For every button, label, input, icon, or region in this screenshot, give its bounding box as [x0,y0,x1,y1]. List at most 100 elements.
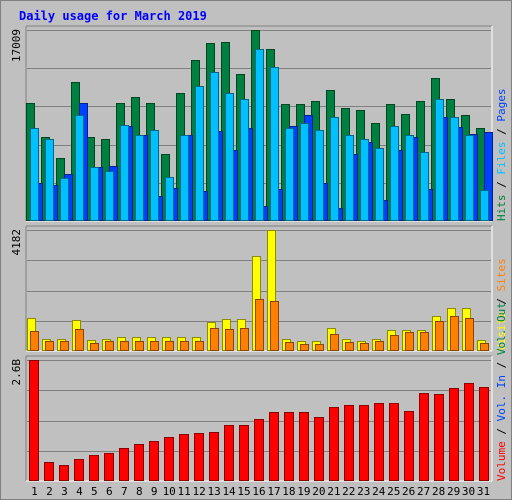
bar-files-day-26 [405,135,414,221]
bar-volume-day-8 [134,444,144,481]
bar-sites-day-17 [270,301,279,351]
x-tick-day-12: 12 [193,485,206,498]
x-tick-day-8: 8 [136,485,143,498]
bar-files-day-27 [420,152,429,221]
bar-sites-day-18 [285,342,294,351]
bar-volume-day-14 [224,425,234,481]
bar-volume-day-9 [149,441,159,481]
bar-sites-day-7 [120,341,129,351]
bar-volume-day-18 [284,412,294,481]
legend-separator: / [495,175,508,195]
bar-volume-day-11 [179,434,189,481]
bar-sites-day-23 [360,343,369,351]
bar-volume-day-6 [104,453,114,481]
x-tick-day-2: 2 [46,485,53,498]
bar-volume-day-23 [359,405,369,481]
bar-volume-day-22 [344,405,354,481]
bar-files-day-7 [120,125,129,221]
legend-item-files: Files [495,142,508,175]
bar-files-day-8 [135,135,144,221]
bar-volume-day-29 [449,388,459,481]
bar-sites-day-20 [315,344,324,351]
x-tick-day-26: 26 [402,485,415,498]
x-axis-labels: 1 2 3 4 5 6 7 8 9 10 11 12 13 14 15 16 17 18 19 20 21 22 23 24 2… [31,485,490,498]
bar-volume-day-24 [374,403,384,481]
bar-sites-day-31 [480,343,489,351]
bar-files-day-16 [255,49,264,221]
x-tick-day-1: 1 [31,485,38,498]
bar-files-day-30 [465,135,474,221]
legend-separator: / [495,421,508,441]
bar-sites-day-22 [345,342,354,351]
bar-volume-day-17 [269,412,279,481]
bar-files-day-10 [165,177,174,221]
legend-separator: / [495,291,508,311]
x-tick-day-3: 3 [61,485,68,498]
bar-files-day-9 [150,130,159,221]
x-tick-day-11: 11 [178,485,191,498]
bar-sites-day-1 [30,331,39,351]
bar-files-day-19 [300,123,309,221]
bar-files-day-29 [450,117,459,221]
bar-files-day-24 [375,148,384,221]
bar-files-day-31 [480,190,489,221]
x-tick-day-25: 25 [387,485,400,498]
bar-sites-day-3 [60,341,69,351]
x-tick-day-5: 5 [91,485,98,498]
bar-files-day-5 [90,167,99,221]
bar-sites-day-30 [465,318,474,351]
bar-sites-day-4 [75,329,84,351]
bar-volume-day-21 [329,407,339,481]
x-tick-day-18: 18 [282,485,295,498]
x-tick-day-27: 27 [417,485,430,498]
chart-title: Daily usage for March 2019 [19,9,207,23]
bar-volume-day-4 [74,459,84,481]
bar-sites-day-10 [165,341,174,351]
x-tick-day-4: 4 [76,485,83,498]
bar-sites-day-9 [150,341,159,351]
bar-sites-day-27 [420,332,429,351]
legend-volume: Volume / Vol. In / Vol. Out [495,302,508,481]
x-tick-day-7: 7 [121,485,128,498]
x-tick-day-15: 15 [237,485,250,498]
bar-files-day-15 [240,99,249,221]
bar-files-day-3 [60,178,69,221]
y-max-label: 17009 [10,29,23,62]
x-tick-day-20: 20 [312,485,325,498]
bar-sites-day-28 [435,321,444,351]
x-tick-day-28: 28 [432,485,445,498]
bar-sites-day-15 [240,328,249,351]
legend-item-volume: Volume [495,441,508,481]
legend-item-hits: Hits [495,195,508,222]
bar-volume-day-26 [404,411,414,481]
y-max-label: 2.6B [10,359,23,386]
legend-item-sites: Sites [495,258,508,291]
panel-visits-sites: 4182 [10,225,493,352]
bar-sites-day-21 [330,334,339,351]
bar-files-day-23 [360,139,369,221]
bar-volume-day-3 [59,465,69,481]
bar-volume-day-16 [254,419,264,481]
bar-sites-day-12 [195,341,204,351]
bar-files-day-17 [270,67,279,221]
bar-sites-day-24 [375,341,384,351]
legend-item-vol-out: Vol. Out [495,302,508,355]
x-tick-day-9: 9 [151,485,158,498]
bar-volume-day-28 [434,394,444,481]
bar-sites-day-29 [450,316,459,351]
bar-volume-day-27 [419,393,429,481]
legend-hits-files-pages: Hits / Files / Pages [495,89,508,222]
series-files [30,49,489,221]
bar-volume-day-12 [194,433,204,481]
bar-volume-day-10 [164,437,174,481]
bar-sites-day-5 [90,343,99,351]
panel-hits-files-pages: 17009 [10,25,493,222]
bar-files-day-20 [315,130,324,221]
panel-volume: 2.6B [10,355,493,482]
bar-sites-day-6 [105,341,114,351]
bar-volume-day-5 [89,455,99,481]
legend-visits-sites: Visits / Sites [495,258,508,351]
x-tick-day-21: 21 [327,485,340,498]
bar-sites-day-13 [210,328,219,351]
